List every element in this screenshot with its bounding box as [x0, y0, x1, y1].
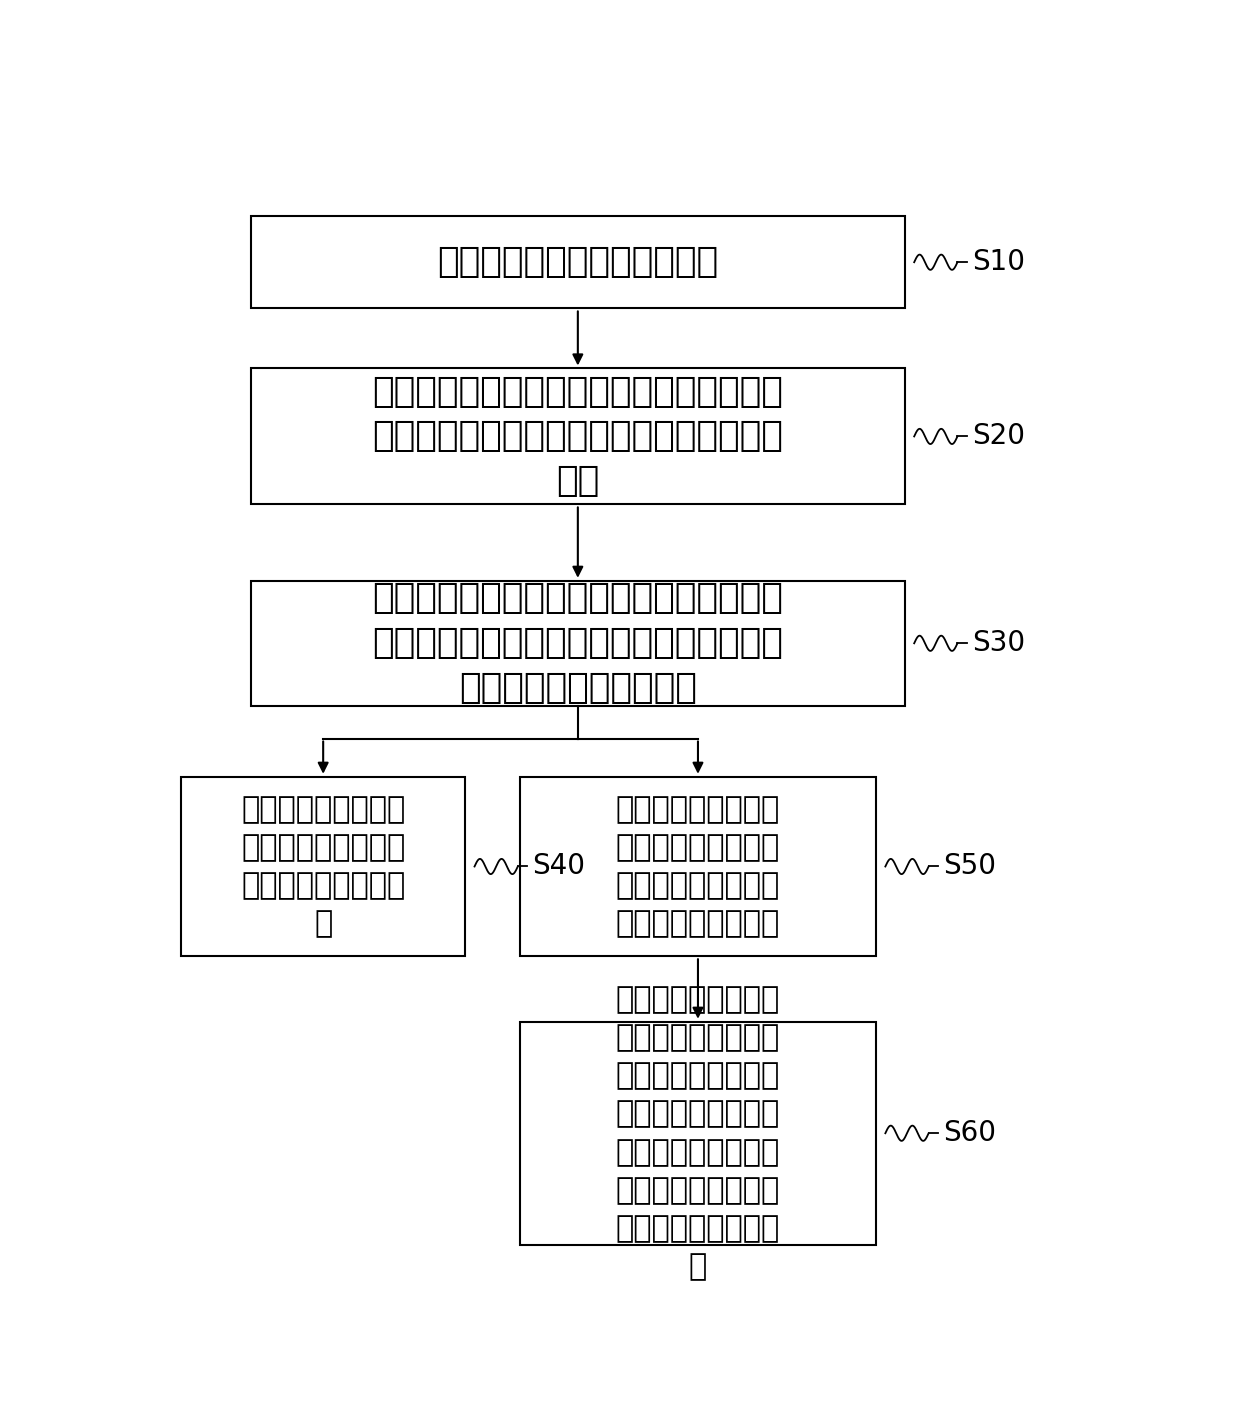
- FancyBboxPatch shape: [250, 216, 905, 308]
- Text: 检测所述智能功率模块的温度: 检测所述智能功率模块的温度: [438, 245, 718, 279]
- FancyBboxPatch shape: [521, 1022, 875, 1244]
- Text: S10: S10: [972, 249, 1024, 276]
- Text: 在所述出现次数大于
预设次数时，将压缩
机频率突降为预设频
率: 在所述出现次数大于 预设次数时，将压缩 机频率突降为预设频 率: [241, 795, 405, 939]
- Text: 在所述出现次数小于
或等于所述预设次数
时，控制所述压缩机
以预设降频速度降频: 在所述出现次数小于 或等于所述预设次数 时，控制所述压缩机 以预设降频速度降频: [616, 795, 780, 939]
- Text: 获取所述检测时刻之前的第一预设时长内，
所述智能功率模块的温度上升至大于或等于
预设温度阈值的出现次数: 获取所述检测时刻之前的第一预设时长内， 所述智能功率模块的温度上升至大于或等于 …: [372, 581, 784, 706]
- FancyBboxPatch shape: [521, 776, 875, 956]
- Text: 检测到在所述检测时
刻之后的第二预设时
长内，所述智能功率
模块的温度持续大于
或等于所述预设温度
阈值时，将压缩机频
率突降为所述预设频
率: 检测到在所述检测时 刻之后的第二预设时 长内，所述智能功率 模块的温度持续大于 …: [616, 986, 780, 1281]
- FancyBboxPatch shape: [250, 581, 905, 706]
- FancyBboxPatch shape: [250, 369, 905, 505]
- Text: S30: S30: [972, 629, 1025, 658]
- Text: S60: S60: [944, 1120, 996, 1147]
- Text: S50: S50: [944, 853, 996, 881]
- Text: S20: S20: [972, 423, 1024, 451]
- Text: S40: S40: [532, 853, 585, 881]
- Text: 在检测到所述智能功率模块的温度上升至大
于或等于预设温度阈值时，获取对应的检测
时刻: 在检测到所述智能功率模块的温度上升至大 于或等于预设温度阈值时，获取对应的检测 …: [372, 375, 784, 498]
- FancyBboxPatch shape: [181, 776, 465, 956]
